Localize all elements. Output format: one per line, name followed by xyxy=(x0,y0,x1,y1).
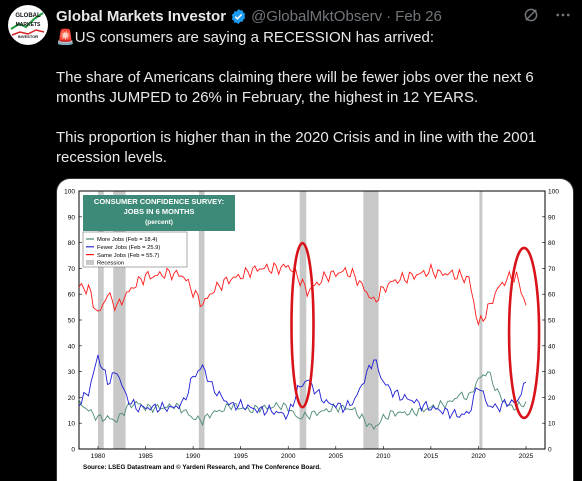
x-tick-label-4: 2000 xyxy=(281,453,296,460)
x-tick-label-0: 1980 xyxy=(91,453,106,460)
legend-label-1: Fewer Jobs (Feb = 25.9) xyxy=(97,245,160,251)
author-handle[interactable]: @GlobalMktObserv xyxy=(251,7,383,25)
legend-label-2: Same Jobs (Feb = 55.7) xyxy=(97,253,159,259)
tweet-actions-top xyxy=(522,6,572,24)
y-tick-label-left-6: 60 xyxy=(68,292,76,299)
x-tick-label-3: 1995 xyxy=(233,453,248,460)
chart-source: Source: LSEG Datastream and © Yardeni Re… xyxy=(83,463,321,471)
legend-label-0: More Jobs (Feb = 18.4) xyxy=(97,237,157,243)
avatar[interactable]: GLOBAL MARKETS INVESTOR xyxy=(8,5,48,45)
more-icon[interactable] xyxy=(554,6,572,24)
y-tick-label-right-9: 90 xyxy=(548,214,556,221)
y-tick-label-left-10: 100 xyxy=(64,189,75,196)
avatar-text-2: MARKETS xyxy=(15,22,41,28)
tweet-paragraph-3: This proportion is higher than in the 20… xyxy=(56,129,537,166)
avatar-logo-icon xyxy=(10,12,45,36)
x-tick-label-7: 2015 xyxy=(424,453,439,460)
x-tick-label-8: 2020 xyxy=(471,453,486,460)
tweet-text: 🚨US consumers are saying a RECESSION has… xyxy=(56,28,572,188)
chart-title-bg xyxy=(83,195,235,231)
series-line-fewer-jobs xyxy=(78,354,527,421)
recession-band-0 xyxy=(98,191,104,449)
y-tick-label-right-5: 50 xyxy=(548,318,556,325)
y-tick-label-left-7: 70 xyxy=(68,266,76,273)
avatar-text-1: GLOBAL xyxy=(15,13,41,19)
tweet-line-1: 🚨US consumers are saying a RECESSION has… xyxy=(56,29,434,46)
tweet-date[interactable]: Feb 26 xyxy=(395,7,442,25)
author-name[interactable]: Global Markets Investor xyxy=(56,7,227,25)
y-tick-label-right-8: 80 xyxy=(548,240,556,247)
y-tick-label-right-2: 20 xyxy=(548,395,556,402)
recession-band-3 xyxy=(299,191,307,449)
y-tick-label-left-5: 50 xyxy=(68,318,76,325)
x-tick-label-1: 1985 xyxy=(138,453,153,460)
y-tick-label-left-8: 80 xyxy=(68,240,76,247)
chart-title-line-1: CONSUMER CONFIDENCE SURVEY: xyxy=(94,197,224,206)
y-tick-label-right-7: 70 xyxy=(548,266,556,273)
x-tick-label-6: 2010 xyxy=(376,453,391,460)
x-tick-label-5: 2005 xyxy=(329,453,344,460)
y-tick-label-left-1: 10 xyxy=(68,421,76,428)
legend-swatch-3 xyxy=(86,259,94,265)
annotation-circle-2025 xyxy=(507,246,541,420)
y-tick-label-right-6: 60 xyxy=(548,292,556,299)
recession-band-5 xyxy=(479,191,483,449)
tweet-image[interactable]: 0 0 10 10 20 20 30 30 40 40 50 50 60 60 70 70 80 80 90 90 10… xyxy=(56,178,574,481)
recession-band-2 xyxy=(198,191,205,449)
chart-title-line-3: (percent) xyxy=(145,219,173,226)
y-tick-label-left-4: 40 xyxy=(68,343,76,350)
y-tick-label-left-3: 30 xyxy=(68,369,76,376)
tweet-header: Global Markets Investor @GlobalMktObserv… xyxy=(56,6,442,26)
chart-legend: More Jobs (Feb = 18.4) Fewer Jobs (Feb = … xyxy=(82,231,188,268)
chart-title-box: CONSUMER CONFIDENCE SURVEY:JOBS IN 6 MON… xyxy=(83,195,235,231)
verified-badge-icon xyxy=(231,8,246,24)
series-line-same-jobs xyxy=(78,261,527,327)
separator-dot: · xyxy=(386,7,392,25)
series-line-more-jobs xyxy=(78,371,527,430)
y-tick-label-right-4: 40 xyxy=(548,343,556,350)
legend-box xyxy=(82,231,188,268)
y-tick-label-right-0: 0 xyxy=(548,447,552,454)
annotation-circle-2001 xyxy=(290,241,315,409)
y-tick-label-right-10: 100 xyxy=(548,189,559,196)
y-tick-label-right-3: 30 xyxy=(548,369,556,376)
tweet-paragraph-2: The share of Americans claiming there wi… xyxy=(56,69,534,106)
legend-label-3: Recession xyxy=(97,261,124,267)
x-tick-label-9: 2025 xyxy=(519,453,534,460)
grok-icon[interactable] xyxy=(522,6,540,24)
y-tick-label-left-9: 90 xyxy=(68,214,76,221)
y-tick-label-left-0: 0 xyxy=(71,447,75,454)
x-tick-label-2: 1990 xyxy=(186,453,201,460)
y-tick-label-right-1: 10 xyxy=(548,421,556,428)
y-tick-label-left-2: 20 xyxy=(68,395,76,402)
chart-title-line-2: JOBS IN 6 MONTHS xyxy=(124,207,195,216)
siren-emoji: 🚨 xyxy=(56,29,75,46)
recession-band-4 xyxy=(363,191,379,449)
avatar-text-3: INVESTOR xyxy=(17,34,39,39)
